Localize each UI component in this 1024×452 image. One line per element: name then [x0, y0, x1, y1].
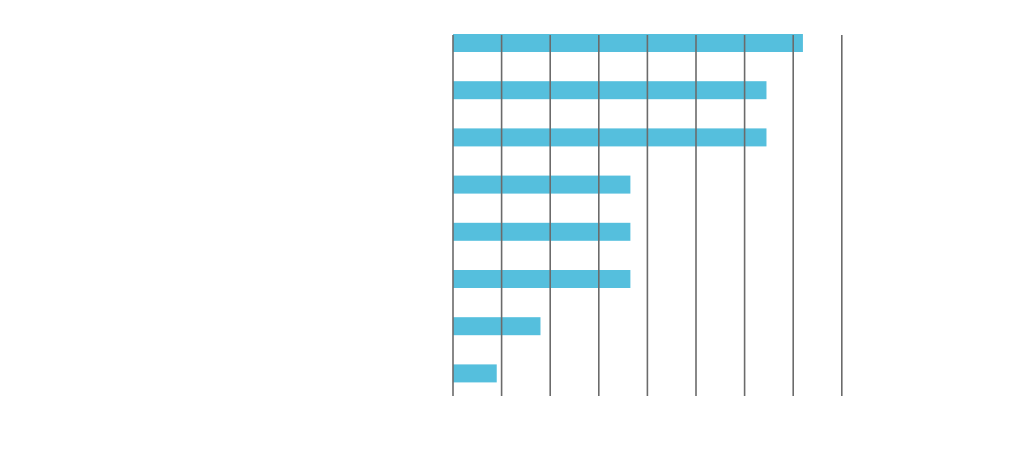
bar-5: [453, 222, 631, 241]
bar-3: [453, 128, 767, 147]
bar-8: [453, 364, 497, 383]
bar-7: [453, 317, 541, 336]
bar-6: [453, 270, 631, 288]
gridlines-layer: [452, 35, 843, 396]
bar-1: [453, 34, 803, 52]
bar-2: [453, 81, 767, 100]
bar-4: [453, 175, 631, 194]
bars-layer: [453, 34, 803, 383]
